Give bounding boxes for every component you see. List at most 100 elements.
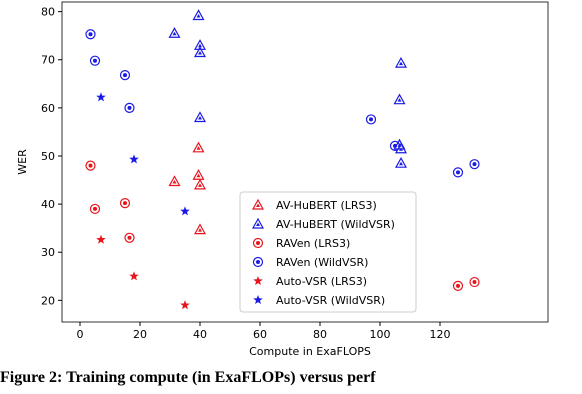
point xyxy=(180,300,190,310)
point xyxy=(129,154,139,164)
legend-label: AV-HuBERT (LRS3) xyxy=(276,199,377,212)
point xyxy=(192,9,205,21)
point xyxy=(193,178,207,190)
point xyxy=(389,140,401,151)
point xyxy=(89,203,101,215)
marker-core xyxy=(256,241,260,245)
point xyxy=(452,167,464,178)
point xyxy=(180,206,190,216)
point xyxy=(168,27,181,38)
caption-text: Training compute (in ExaFLOPs) versus pe… xyxy=(66,369,376,386)
marker-core xyxy=(198,43,202,48)
point xyxy=(469,276,480,288)
legend-label: RAVen (WildVSR) xyxy=(276,256,368,269)
x-tick-label: 100 xyxy=(370,328,391,341)
legend-marker xyxy=(251,198,265,210)
legend-box xyxy=(239,191,417,313)
marker-shape xyxy=(389,140,401,151)
marker-shape xyxy=(168,175,181,187)
caption-label: Figure 2: xyxy=(0,369,62,386)
marker-shape xyxy=(119,198,131,209)
marker-core xyxy=(172,31,177,36)
marker-core xyxy=(127,235,132,240)
point xyxy=(393,93,406,105)
x-tick-label: 40 xyxy=(193,328,207,341)
x-axis-title: Compute in ExaFLOPS xyxy=(249,345,371,358)
marker-core xyxy=(93,206,97,211)
marker-core xyxy=(127,105,132,110)
x-tick-label: 60 xyxy=(253,328,267,341)
marker-core xyxy=(123,73,127,78)
marker-shape xyxy=(129,271,139,281)
legend-marker xyxy=(252,237,264,249)
marker-shape xyxy=(253,295,263,305)
marker-shape xyxy=(129,154,139,164)
marker-shape xyxy=(89,203,101,215)
point xyxy=(193,46,207,58)
marker-shape xyxy=(124,232,135,243)
marker-core xyxy=(256,203,260,207)
marker-core xyxy=(198,228,202,232)
marker-shape xyxy=(252,237,264,249)
y-tick-label: 40 xyxy=(41,198,55,211)
point xyxy=(85,29,96,40)
y-tick-label: 80 xyxy=(41,6,55,19)
point xyxy=(124,232,135,243)
marker-shape xyxy=(251,217,265,229)
marker-shape xyxy=(96,92,106,102)
point xyxy=(124,102,135,113)
y-tick-label: 60 xyxy=(41,102,55,115)
y-tick-label: 20 xyxy=(41,294,55,307)
marker-shape xyxy=(193,223,207,235)
y-tick-label: 70 xyxy=(41,54,55,67)
point xyxy=(394,56,408,68)
marker-core xyxy=(196,146,201,150)
marker-shape xyxy=(119,70,131,81)
y-tick-label: 50 xyxy=(41,150,55,163)
marker-shape xyxy=(192,168,205,180)
point xyxy=(168,175,181,187)
marker-shape xyxy=(180,206,190,216)
point xyxy=(193,111,207,123)
marker-core xyxy=(399,147,403,151)
marker-shape xyxy=(96,234,106,244)
marker-core xyxy=(88,32,93,37)
marker-shape xyxy=(124,102,135,113)
point xyxy=(394,156,408,168)
point xyxy=(96,234,106,244)
marker-shape xyxy=(193,111,207,123)
point xyxy=(129,271,139,281)
point xyxy=(193,223,207,235)
marker-core xyxy=(196,173,201,178)
marker-core xyxy=(256,260,260,264)
legend-marker xyxy=(251,217,265,229)
point xyxy=(119,70,131,81)
marker-core xyxy=(472,280,477,285)
point xyxy=(85,160,96,171)
marker-core xyxy=(198,51,202,55)
marker-shape xyxy=(85,160,96,171)
marker-core xyxy=(397,98,402,102)
point xyxy=(192,168,205,180)
point xyxy=(89,55,101,66)
marker-core xyxy=(123,201,127,206)
marker-shape xyxy=(394,56,408,68)
marker-core xyxy=(456,170,460,175)
marker-shape xyxy=(452,167,464,178)
point xyxy=(96,92,106,102)
point xyxy=(365,114,377,125)
legend-label: RAVen (LRS3) xyxy=(276,237,350,250)
marker-shape xyxy=(193,178,207,190)
marker-shape xyxy=(393,93,406,105)
marker-core xyxy=(256,222,260,226)
legend-label: AV-HuBERT (WildVSR) xyxy=(276,218,395,231)
marker-core xyxy=(393,143,397,148)
marker-core xyxy=(369,117,373,122)
marker-shape xyxy=(253,276,263,286)
marker-core xyxy=(399,161,403,166)
point xyxy=(469,159,480,170)
marker-shape xyxy=(89,55,101,66)
legend-marker xyxy=(252,256,264,268)
